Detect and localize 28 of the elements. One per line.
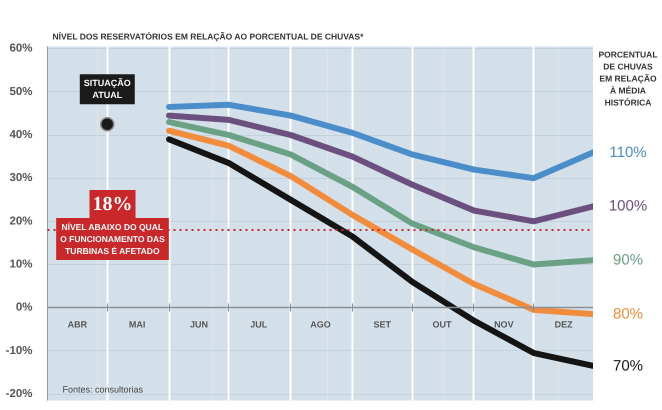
x-tick-label: ABR [68, 320, 88, 330]
x-tick-label: JUN [190, 320, 208, 330]
series-label: 100% [608, 198, 648, 215]
y-tick-label: 40% [9, 129, 33, 141]
x-tick-label: MAI [128, 320, 146, 330]
annotation: Fontes: consultorias [62, 384, 144, 394]
y-tick-label: 10% [9, 258, 33, 271]
series-label: 80% [612, 306, 644, 323]
x-tick-label: SET [374, 320, 392, 330]
y-tick-label: 20% [9, 215, 33, 228]
x-tick-label: OUT [432, 320, 452, 330]
chart-title: NÍVEL DOS RESERVATÓRIOS EM RELAÇÃO AO PORCENTUAL DE CHUVAS* [52, 32, 364, 42]
x-tick-label: JUL [250, 320, 268, 330]
legend-title: PORCENTUAL DE CHUVAS EM RELAÇÃO À MÉDIA HISTÓRICA [598, 50, 658, 108]
y-tick-label: 0% [16, 302, 33, 314]
x-tick-label: NOV [494, 320, 514, 330]
series-label: 70% [612, 357, 644, 374]
series-label: 90% [612, 252, 644, 269]
ref-line-label: 18% NÍVEL ABAIXO DO QUAL O FUNCIONAMENTO DAS TURBINAS É AFETADO [60, 192, 166, 256]
y-tick-label: -10% [6, 344, 33, 357]
y-tick-label: 50% [9, 86, 33, 98]
x-tick-label: DEZ [554, 320, 574, 330]
x-tick-label: AGO [310, 320, 331, 330]
y-tick-label: -20% [6, 388, 33, 400]
series-label: 110% [609, 144, 647, 161]
y-tick-label: 30% [9, 172, 33, 184]
y-tick-label: 60% [9, 42, 33, 55]
text: SITUAÇÃO ATUAL [84, 77, 131, 100]
